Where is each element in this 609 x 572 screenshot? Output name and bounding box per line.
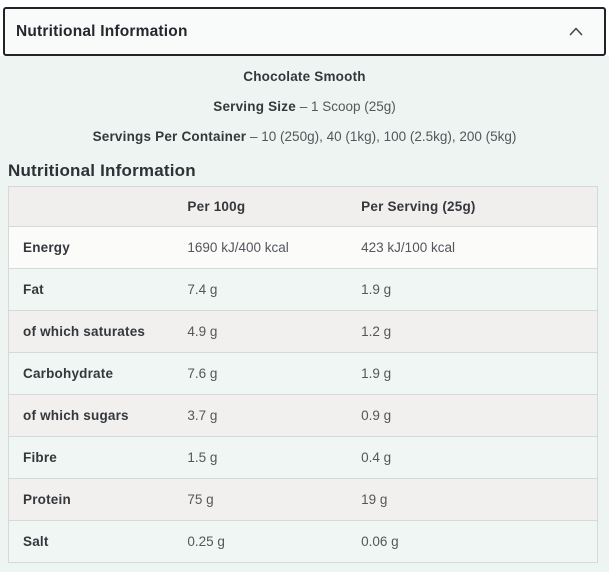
column-header-per-serving: Per Serving (25g) — [347, 186, 598, 227]
row-label: Salt — [8, 520, 174, 563]
row-label: Energy — [8, 226, 174, 269]
row-per-serving-value: 0.4 g — [347, 436, 598, 479]
table-header-row: Per 100g Per Serving (25g) — [8, 186, 598, 227]
row-per-serving-value: 1.9 g — [347, 268, 598, 311]
row-per-serving-value: 0.9 g — [347, 394, 598, 437]
row-per-100g-value: 7.6 g — [173, 352, 348, 395]
table-row: of which saturates 4.9 g 1.2 g — [8, 310, 598, 353]
nutrition-table: Per 100g Per Serving (25g) Energy 1690 kJ… — [8, 186, 598, 563]
row-label: Protein — [8, 478, 174, 521]
column-header-per-100g: Per 100g — [173, 186, 348, 227]
row-label: Fat — [8, 268, 174, 311]
flavour-name-text: Chocolate Smooth — [243, 69, 366, 84]
section-heading: Nutritional Information — [8, 161, 196, 180]
nutrition-accordion-toggle[interactable]: Nutritional Information — [3, 7, 606, 56]
chevron-up-icon[interactable] — [569, 27, 583, 36]
serving-info: Chocolate Smooth Serving Size – 1 Scoop … — [0, 56, 609, 152]
table-row: Fibre 1.5 g 0.4 g — [8, 436, 598, 479]
flavour-name: Chocolate Smooth — [0, 62, 609, 92]
table-row: Salt 0.25 g 0.06 g — [8, 520, 598, 563]
serving-size-value: – 1 Scoop (25g) — [299, 99, 396, 114]
row-label: of which saturates — [8, 310, 174, 353]
row-label: Carbohydrate — [8, 352, 174, 395]
nutrition-panel: Nutritional Information Chocolate Smooth… — [0, 7, 609, 572]
table-row: Protein 75 g 19 g — [8, 478, 598, 521]
row-per-100g-value: 1690 kJ/400 kcal — [173, 226, 348, 269]
accordion-content: Chocolate Smooth Serving Size – 1 Scoop … — [0, 56, 609, 572]
row-per-serving-value: 1.9 g — [347, 352, 598, 395]
row-label: of which sugars — [8, 394, 174, 437]
row-per-serving-value: 0.06 g — [347, 520, 598, 563]
servings-per-container-line: Servings Per Container – 10 (250g), 40 (… — [0, 122, 609, 152]
row-label: Fibre — [8, 436, 174, 479]
row-per-100g-value: 7.4 g — [173, 268, 348, 311]
servings-per-container-label: Servings Per Container — [92, 129, 247, 144]
row-per-100g-value: 0.25 g — [173, 520, 348, 563]
row-per-serving-value: 1.2 g — [347, 310, 598, 353]
row-per-serving-value: 423 kJ/100 kcal — [347, 226, 598, 269]
accordion-title: Nutritional Information — [16, 22, 188, 40]
row-per-100g-value: 75 g — [173, 478, 348, 521]
serving-size-label: Serving Size — [213, 99, 296, 114]
servings-per-container-value: – 10 (250g), 40 (1kg), 100 (2.5kg), 200 … — [250, 129, 517, 144]
table-row: Fat 7.4 g 1.9 g — [8, 268, 598, 311]
row-per-100g-value: 1.5 g — [173, 436, 348, 479]
row-per-100g-value: 4.9 g — [173, 310, 348, 353]
row-per-serving-value: 19 g — [347, 478, 598, 521]
table-row: Carbohydrate 7.6 g 1.9 g — [8, 352, 598, 395]
table-row: Energy 1690 kJ/400 kcal 423 kJ/100 kcal — [8, 226, 598, 269]
row-per-100g-value: 3.7 g — [173, 394, 348, 437]
table-row: of which sugars 3.7 g 0.9 g — [8, 394, 598, 437]
serving-size-line: Serving Size – 1 Scoop (25g) — [0, 92, 609, 122]
column-header-nutrient — [8, 186, 174, 227]
